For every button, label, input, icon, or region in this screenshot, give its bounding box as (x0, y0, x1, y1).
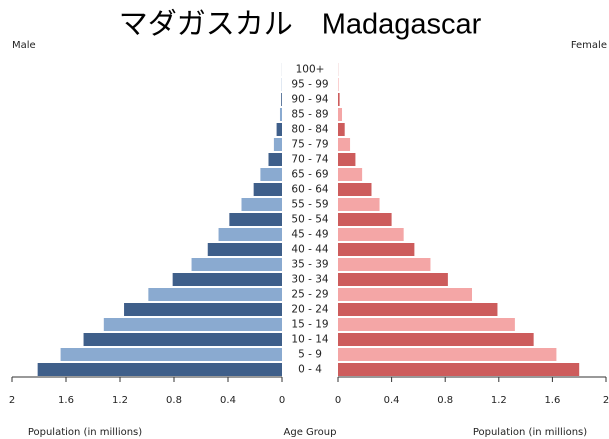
age-label: 40 - 44 (291, 244, 329, 256)
age-label: 50 - 54 (291, 214, 329, 226)
bar-male (273, 138, 282, 151)
bar-male (207, 243, 282, 256)
age-label: 85 - 89 (291, 109, 328, 121)
bar-male (241, 198, 282, 211)
bar-male (268, 153, 282, 166)
age-label: 95 - 99 (291, 79, 328, 91)
age-label: 60 - 64 (291, 184, 329, 196)
age-label: 65 - 69 (291, 169, 328, 181)
x-tick-label: 0.4 (220, 395, 236, 406)
x-tick-label: 0 (279, 395, 285, 406)
age-label: 30 - 34 (291, 274, 329, 286)
bar-female (338, 168, 363, 181)
bar-female (338, 183, 372, 196)
bar-female (338, 273, 448, 286)
bar-male (229, 213, 282, 226)
age-label: 55 - 59 (291, 199, 328, 211)
age-label: 10 - 14 (291, 334, 329, 346)
bar-female (338, 138, 351, 151)
bar-female (338, 78, 339, 91)
y-axis-label: Age Group (284, 427, 337, 438)
bar-male (281, 93, 282, 106)
age-label: 45 - 49 (291, 229, 328, 241)
bar-male (276, 123, 282, 136)
bar-female (338, 363, 580, 376)
bar-female (338, 288, 472, 301)
x-axis-label-left: Population (in millions) (28, 427, 142, 438)
x-tick-label: 1.2 (491, 395, 507, 406)
x-tick-label: 2 (9, 395, 15, 406)
age-label: 0 - 4 (298, 364, 322, 376)
bar-male (218, 228, 282, 241)
bar-female (338, 123, 345, 136)
age-label: 5 - 9 (298, 349, 322, 361)
bar-female (338, 243, 415, 256)
x-tick-label: 0.4 (384, 395, 400, 406)
x-axis-label-right: Population (in millions) (473, 427, 587, 438)
age-label: 35 - 39 (291, 259, 328, 271)
bar-male (124, 303, 282, 316)
bar-male (83, 333, 282, 346)
bar-female (338, 348, 557, 361)
bar-female (338, 303, 498, 316)
age-label: 80 - 84 (291, 124, 329, 136)
bar-female (338, 93, 340, 106)
legend-male: Male (12, 40, 36, 51)
bar-male (191, 258, 282, 271)
age-label: 100+ (296, 64, 325, 76)
bar-female (338, 228, 404, 241)
bar-female (338, 153, 356, 166)
bar-male (60, 348, 282, 361)
legend-female: Female (571, 40, 607, 51)
bar-female (338, 333, 534, 346)
age-label: 90 - 94 (291, 94, 329, 106)
x-tick-label: 0 (335, 395, 341, 406)
age-label: 15 - 19 (291, 319, 328, 331)
x-tick-label: 1.2 (112, 395, 128, 406)
bar-female (338, 213, 392, 226)
bar-female (338, 108, 343, 121)
bar-male (260, 168, 282, 181)
x-tick-label: 0.8 (166, 395, 182, 406)
bar-female (338, 318, 515, 331)
x-tick-label: 1.6 (544, 395, 560, 406)
age-label: 25 - 29 (291, 289, 328, 301)
bar-female (338, 198, 380, 211)
bar-male (172, 273, 282, 286)
bar-female (338, 258, 431, 271)
bar-male (279, 108, 282, 121)
age-label: 70 - 74 (291, 154, 329, 166)
bar-male (148, 288, 282, 301)
chart-title: マダガスカル Madagascar (119, 8, 482, 41)
age-label: 75 - 79 (291, 139, 328, 151)
x-tick-label: 0.8 (437, 395, 453, 406)
bar-male (103, 318, 282, 331)
bar-male (37, 363, 283, 376)
x-tick-label: 1.6 (58, 395, 74, 406)
age-label: 20 - 24 (291, 304, 329, 316)
bar-male (253, 183, 282, 196)
x-tick-label: 2 (603, 395, 609, 406)
